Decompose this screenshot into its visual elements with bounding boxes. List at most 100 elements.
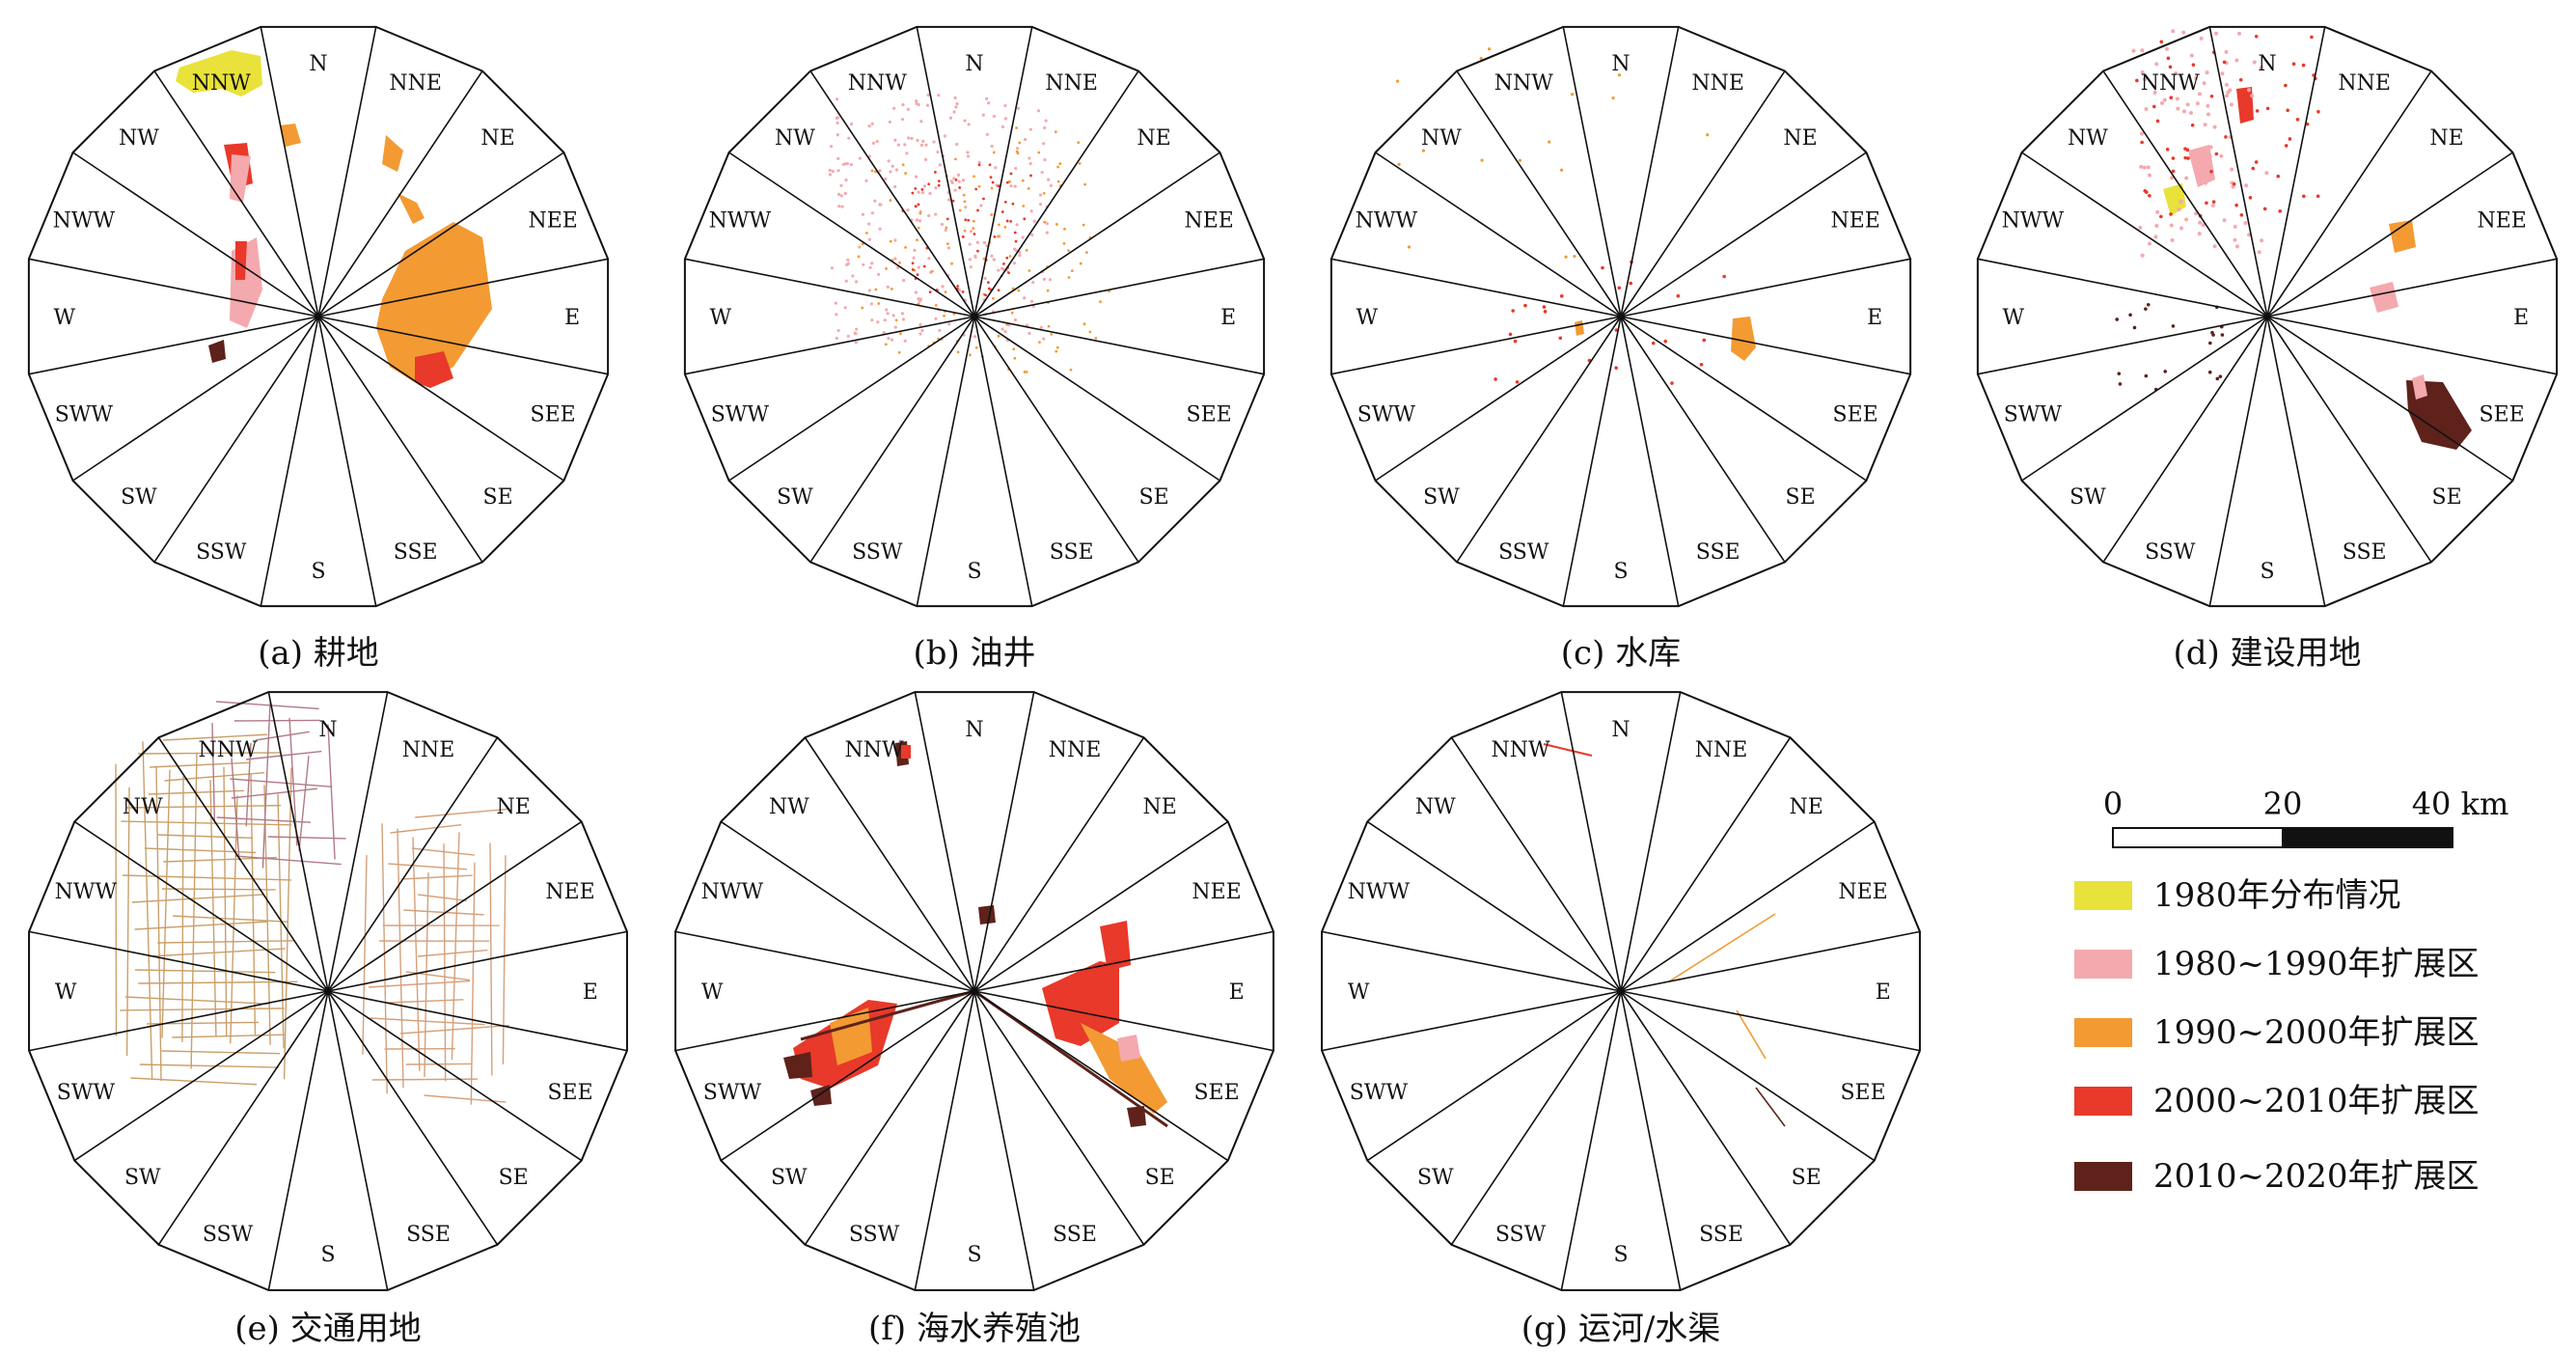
sector-line — [973, 152, 1220, 318]
road-line — [150, 761, 250, 768]
canal-line — [1755, 1087, 1786, 1127]
panel-b-features — [828, 93, 1110, 373]
feature-dot — [2189, 111, 2194, 116]
sector-line — [327, 990, 499, 1246]
feature-dot — [961, 235, 965, 238]
road-line — [451, 832, 460, 1061]
feature-dot — [892, 106, 896, 110]
feature-dot — [1046, 289, 1050, 292]
feature-dot — [2212, 244, 2217, 249]
feature-dot — [2146, 165, 2151, 170]
sector-line — [1977, 316, 2268, 375]
feature-dot — [1028, 156, 1031, 160]
feature-dot — [1013, 356, 1017, 360]
direction-label-see: SEE — [1187, 403, 1232, 428]
feature-dot — [2117, 372, 2122, 375]
feature-dot — [2181, 109, 2186, 114]
feature-dot — [2291, 62, 2296, 67]
feature-dot — [2151, 104, 2156, 109]
feature-dot — [2278, 209, 2283, 213]
sector-line — [1620, 70, 1786, 318]
feature-dot — [938, 328, 942, 332]
feature-dot — [934, 317, 938, 320]
feature-dot — [847, 136, 851, 140]
panel-f: N NNE NE NEE E SEE SE SSE S SSW SW SWW W NWW NW NNW (f) … — [674, 691, 1274, 1348]
feature-dot — [2164, 46, 2169, 51]
feature-dot — [1038, 193, 1043, 197]
feature-dot — [911, 262, 915, 265]
road-line — [125, 804, 282, 809]
feature-dot — [944, 290, 947, 293]
feature-dot — [990, 213, 994, 216]
scale-label-20: 20 — [2263, 786, 2303, 822]
feature-dot — [2242, 115, 2246, 120]
sector-line — [2266, 316, 2432, 563]
feature-dot — [1487, 47, 1492, 51]
feature-dot — [2229, 102, 2233, 107]
sector-line — [1321, 990, 1622, 1052]
land-patch — [382, 135, 403, 172]
feature-dot — [836, 121, 839, 125]
sector-line — [1456, 70, 1622, 318]
road-line — [288, 717, 298, 846]
feature-dot — [1045, 231, 1049, 235]
direction-label-e: E — [564, 306, 580, 330]
feature-dot — [869, 302, 873, 306]
feature-dot — [1722, 274, 1726, 279]
road-line — [134, 921, 268, 930]
feature-dot — [968, 242, 972, 246]
sector-line — [157, 736, 329, 992]
feature-dot — [922, 184, 927, 188]
feature-dot — [919, 120, 923, 124]
land-patch — [2406, 380, 2472, 450]
feature-dot — [836, 328, 840, 333]
feature-dot — [2171, 324, 2176, 328]
land-patch — [235, 241, 247, 280]
feature-dot — [1028, 269, 1031, 272]
feature-dot — [870, 262, 874, 265]
direction-label-s: S — [967, 560, 981, 584]
feature-dot — [901, 318, 906, 321]
feature-dot — [947, 198, 951, 202]
feature-dot — [841, 162, 846, 166]
feature-dot — [1013, 184, 1017, 188]
land-patch — [2412, 374, 2427, 400]
feature-dot — [2230, 167, 2234, 172]
direction-label-see: SEE — [531, 403, 576, 428]
legend-item-1980-1990: 1980~1990年扩展区 — [2074, 945, 2480, 983]
feature-dot — [922, 264, 926, 268]
feature-dot — [855, 327, 859, 331]
direction-label-nw: NW — [769, 795, 809, 819]
feature-dot — [836, 192, 841, 196]
sector-line — [1330, 316, 1622, 375]
sector-line — [2266, 258, 2558, 318]
sector-line — [2266, 316, 2558, 375]
feature-dot — [911, 267, 915, 271]
feature-dot — [1025, 248, 1028, 252]
direction-label-nw: NW — [775, 126, 815, 151]
road-line — [137, 752, 281, 755]
direction-label-sw: SW — [2069, 485, 2106, 510]
feature-dot — [1699, 362, 1704, 367]
feature-dot — [1005, 256, 1009, 260]
feature-dot — [954, 179, 958, 181]
feature-dot — [997, 223, 1000, 227]
direction-label-nnw: NNW — [844, 738, 904, 762]
feature-dot — [2252, 60, 2257, 65]
feature-dot — [1032, 219, 1036, 223]
feature-dot — [964, 218, 968, 222]
feature-dot — [1027, 186, 1030, 190]
feature-dot — [2224, 82, 2229, 87]
feature-dot — [997, 268, 1000, 272]
road-line — [387, 999, 464, 1004]
feature-dot — [1003, 117, 1008, 121]
road-line — [403, 909, 484, 916]
feature-dot — [992, 296, 995, 300]
feature-dot — [2302, 194, 2306, 199]
feature-dot — [1056, 165, 1060, 169]
sector-line — [916, 26, 975, 318]
road-line — [157, 940, 294, 944]
feature-dot — [2295, 118, 2300, 122]
feature-dot — [973, 335, 977, 339]
feature-dot — [1054, 130, 1057, 134]
